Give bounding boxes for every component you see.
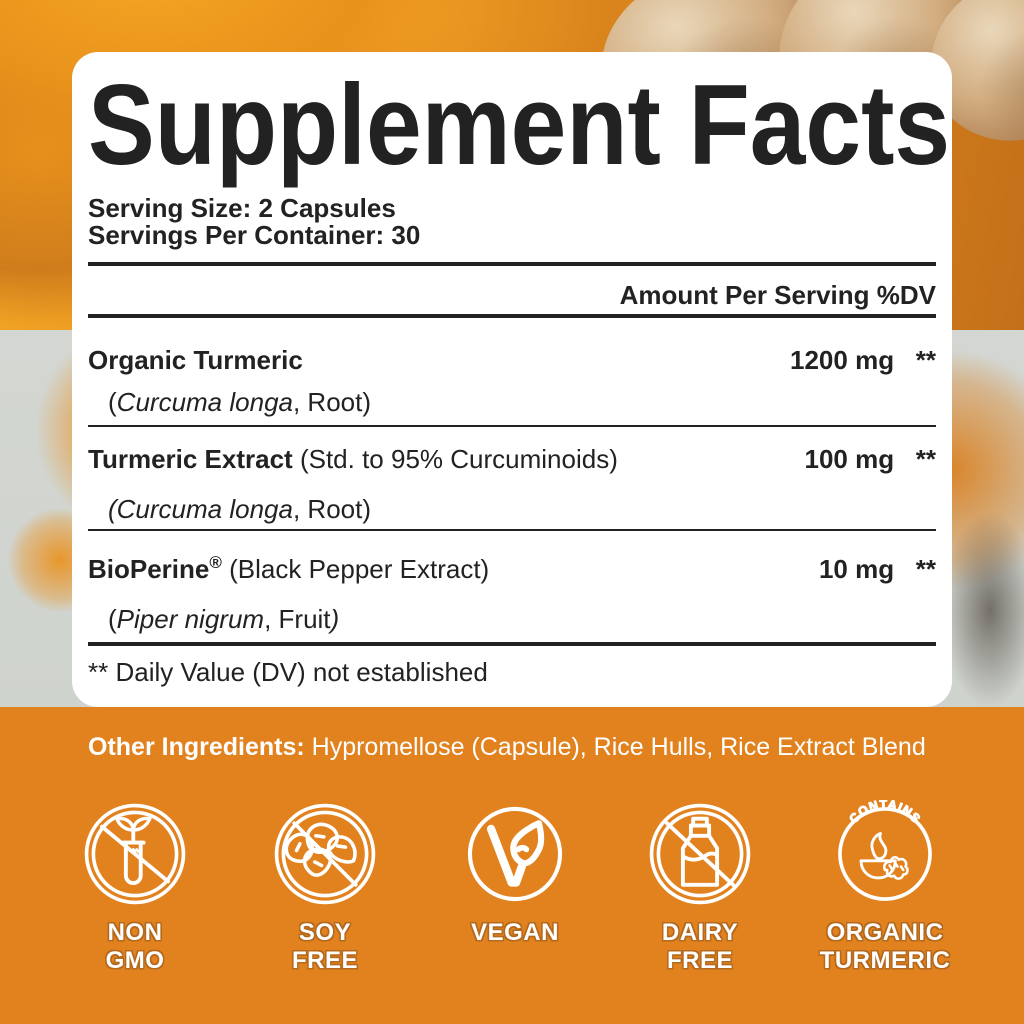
svg-text:CONTAINS: CONTAINS bbox=[846, 800, 923, 826]
